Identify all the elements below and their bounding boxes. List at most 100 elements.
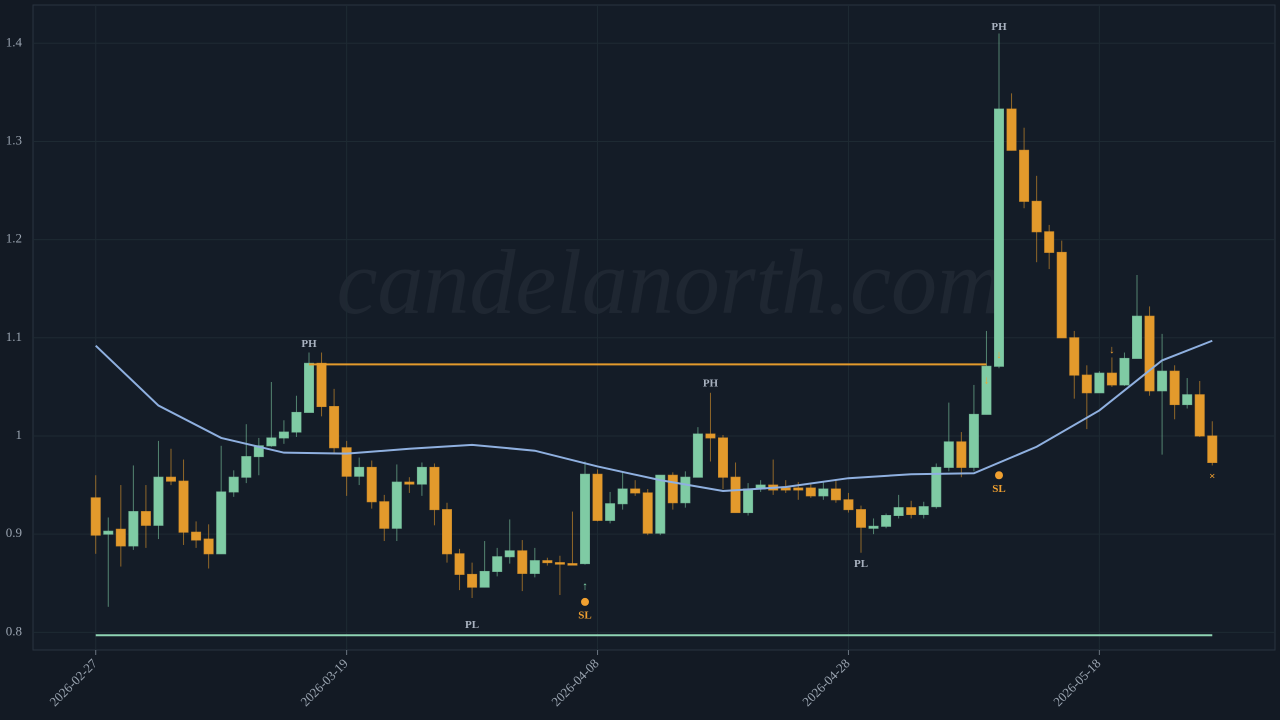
candle-body — [178, 480, 189, 533]
x-tick-label: 2026-02-27 — [46, 655, 100, 709]
x-tick-label: 2026-03-19 — [297, 656, 351, 710]
annotation-label: ↑ — [582, 581, 588, 593]
candle-body — [592, 473, 603, 521]
candle-body — [856, 509, 866, 528]
candle-body — [140, 511, 151, 526]
candle-body — [843, 499, 854, 511]
annotation-label: PH — [991, 21, 1007, 33]
candle-body — [1132, 315, 1142, 359]
y-tick-label: 1.1 — [6, 329, 22, 344]
plot-area — [32, 4, 1276, 651]
candle-body — [680, 476, 691, 504]
candle-body — [304, 362, 314, 413]
candle-body — [1006, 108, 1017, 151]
candle-body — [881, 515, 892, 527]
candle-body — [1019, 149, 1030, 202]
candle-body — [542, 560, 553, 564]
candle-body — [830, 488, 841, 501]
candle-body — [1056, 251, 1067, 339]
candle-body — [416, 466, 427, 485]
candle-body — [956, 441, 967, 468]
candle-body — [278, 431, 289, 439]
candle-body — [805, 487, 816, 497]
candle-body — [1169, 370, 1180, 406]
candle-body — [1069, 337, 1080, 376]
candle-body — [931, 466, 942, 508]
y-tick-label: 0.8 — [6, 623, 22, 638]
candle-body — [1182, 394, 1193, 406]
candle-body — [1144, 315, 1155, 392]
y-tick-label: 1.3 — [6, 132, 22, 147]
annotation-label: PL — [854, 558, 868, 570]
annotation-label: PH — [703, 377, 719, 389]
y-tick-label: 1 — [16, 427, 23, 442]
candle-body — [429, 466, 440, 511]
candle-body — [943, 441, 954, 468]
candle-body — [391, 481, 402, 529]
candle-body — [90, 497, 101, 536]
candle-body — [655, 474, 666, 534]
candle-body — [316, 362, 327, 408]
annotation-label: PH — [301, 338, 317, 350]
candle-body — [404, 481, 415, 485]
moving-average — [95, 339, 1213, 492]
candle-body — [291, 411, 302, 433]
watermark: candelanorth.com — [337, 231, 1004, 333]
candle-body — [115, 528, 126, 547]
x-tick-label: 2026-04-28 — [799, 656, 853, 710]
candle-body — [442, 509, 452, 555]
candle-body — [329, 406, 340, 449]
candle-body — [630, 488, 641, 494]
candle-body — [554, 562, 565, 565]
candle-body — [605, 503, 616, 521]
candle-body — [103, 530, 114, 535]
annotation-label: ↓ — [1109, 344, 1115, 356]
annotation-label: × — [1209, 471, 1215, 483]
candle-body — [1094, 372, 1105, 394]
candle-body — [793, 487, 804, 491]
candle-body — [692, 433, 703, 478]
candle-body — [492, 556, 503, 572]
y-tick-label: 1.2 — [6, 231, 22, 246]
annotation-label: PL — [465, 619, 479, 631]
candle-body — [1207, 435, 1218, 463]
candle-body — [718, 437, 728, 478]
candle-body — [228, 476, 239, 493]
x-tick-label: 2026-04-08 — [548, 656, 602, 710]
y-tick-label: 0.9 — [6, 525, 22, 540]
candle-body — [730, 476, 741, 514]
annotation-label: SL — [992, 483, 1005, 495]
candle-body — [893, 507, 904, 517]
candle-body — [216, 491, 227, 555]
candle-body — [379, 501, 390, 529]
candle-body — [191, 531, 202, 541]
candle-body — [128, 511, 139, 547]
candle-body — [454, 553, 465, 575]
candle-body — [617, 488, 628, 505]
candle-body — [743, 488, 754, 514]
candle-body — [1081, 374, 1092, 394]
candle-body — [467, 573, 478, 588]
candle-body — [1157, 370, 1168, 392]
candle-body — [642, 492, 653, 534]
candle-body — [504, 550, 515, 558]
candle-body — [153, 476, 164, 526]
candle-body — [580, 473, 590, 565]
stop-dot — [581, 597, 589, 606]
annotation-label: ↓ — [996, 349, 1002, 361]
candle-body — [341, 447, 352, 477]
candle-body — [818, 488, 829, 497]
candle-body — [567, 563, 578, 566]
annotation-label: ↓ — [984, 375, 990, 387]
candle-body — [1119, 357, 1130, 386]
annotation-label: SL — [578, 609, 591, 621]
candle-body — [705, 433, 716, 439]
candle-body — [354, 466, 365, 477]
candle-body — [1044, 231, 1055, 253]
candle-body — [994, 108, 1004, 367]
candle-body — [1194, 394, 1205, 437]
candle-body — [918, 506, 929, 516]
candle-body — [529, 560, 540, 574]
candle-body — [1031, 200, 1042, 233]
